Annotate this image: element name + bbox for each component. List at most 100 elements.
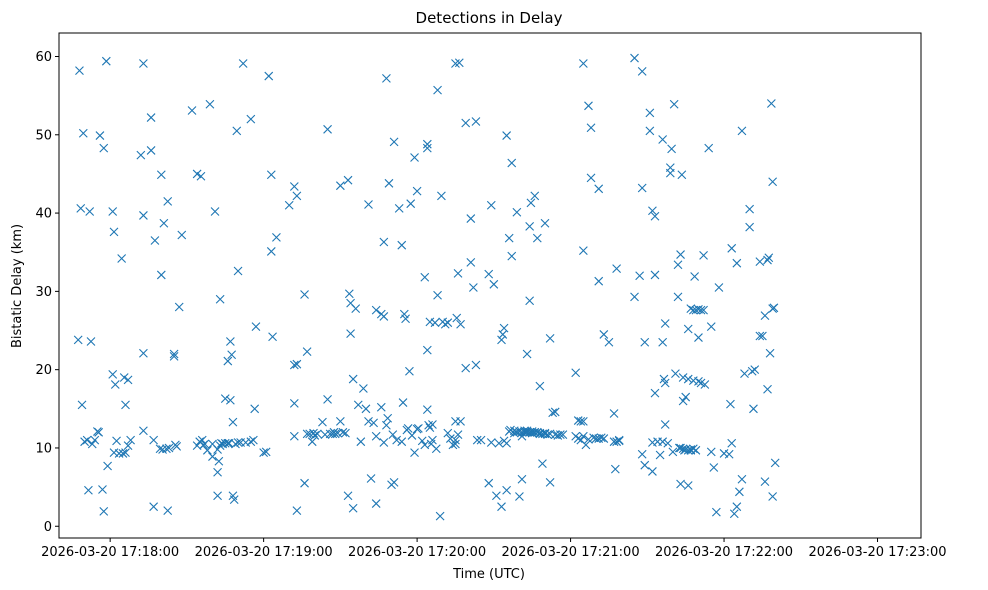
data-point [502,438,512,448]
data-point [737,474,747,484]
data-point [202,445,212,455]
data-point [760,311,770,321]
data-point [581,440,591,450]
data-point [371,499,381,508]
data-point [139,426,148,436]
data-point [351,304,361,313]
data-point [645,108,655,118]
data-point [453,268,463,278]
data-point [220,394,230,404]
data-point [525,296,535,306]
data-point [121,448,130,458]
data-point [451,435,460,445]
data-point [376,402,386,412]
data-point [499,323,509,333]
data-point [694,377,703,386]
data-point [545,333,555,343]
data-point [403,423,413,433]
data-point [214,456,224,466]
data-point [667,144,676,154]
data-point [486,438,496,447]
data-point [676,479,685,489]
data-point [522,349,532,359]
data-point [764,253,774,263]
data-point [758,331,767,341]
data-point [388,430,398,440]
data-point [343,175,353,185]
data-point [210,207,220,216]
data-point [356,437,366,447]
data-point [292,506,302,515]
data-point [484,478,494,488]
data-point [85,207,95,216]
data-point [307,437,317,447]
x-axis-ticks: 2026-03-20 17:18:00 2026-03-20 17:19:00 20… [41,538,947,560]
data-point [461,363,471,373]
data-point [645,126,655,136]
data-point [108,369,118,379]
data-point [98,485,107,494]
data-point [558,430,568,440]
data-point [630,53,639,63]
data-point [272,232,281,242]
data-point [364,416,373,426]
data-point [251,322,261,331]
data-point [584,101,593,111]
data-point [711,507,721,517]
data-point [586,173,596,183]
data-point [250,404,260,414]
data-point [172,442,182,451]
data-point [379,312,389,321]
data-point [471,117,481,126]
data-point [532,233,542,243]
data-point [341,428,350,438]
data-point [394,203,404,213]
data-point [413,423,423,433]
data-point [502,131,512,140]
data-point [146,146,156,155]
data-point [453,430,463,440]
data-point [406,199,416,209]
data-point [760,477,770,487]
data-point [371,431,381,441]
data-point [668,447,678,457]
data-point [678,396,688,406]
data-point [164,443,174,453]
data-point [300,290,309,299]
data-point [699,250,708,260]
data-point [397,437,407,447]
data-point [177,230,187,240]
data-point [155,444,165,454]
data-point [94,427,104,437]
data-point [261,447,271,457]
data-point [706,447,716,457]
data-point [673,260,683,270]
x-tick-label: 2026-03-20 17:20:00 [348,545,486,560]
data-point [149,435,159,445]
data-point [678,373,688,382]
data-point [289,398,299,408]
y-tick-label: 50 [35,128,52,143]
data-point [205,99,215,109]
data-point [578,431,588,441]
data-point [156,270,166,280]
x-tick-label: 2026-03-20 17:19:00 [195,545,333,560]
data-point [507,158,517,168]
data-point [484,269,494,279]
data-point [323,124,332,134]
data-point [517,474,527,484]
data-point [335,181,345,191]
data-point [87,439,97,449]
data-point [112,436,121,446]
data-point [683,374,693,384]
data-point [259,448,269,458]
data-point [302,347,312,357]
data-point [571,368,581,378]
data-point [420,272,430,282]
data-point [686,304,696,313]
data-point [383,413,393,423]
data-point [82,435,92,445]
y-axis-label: Bistatic Delay (km) [10,224,25,348]
data-point [504,233,514,243]
data-point [466,258,476,267]
